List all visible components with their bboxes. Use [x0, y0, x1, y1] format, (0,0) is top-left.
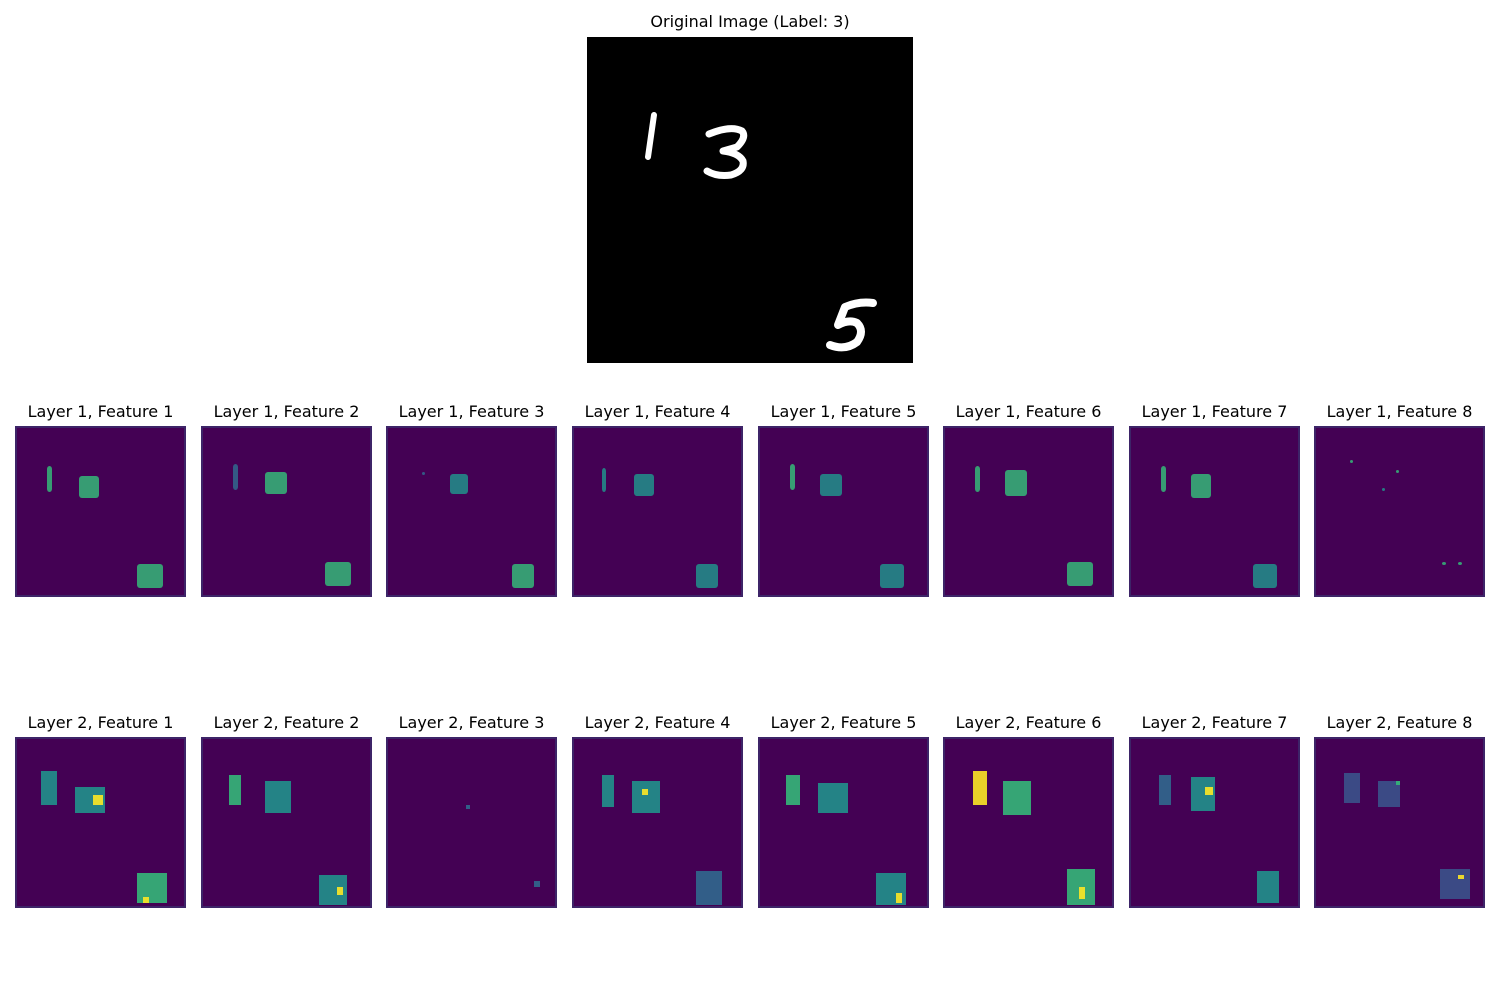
activation-patch	[512, 564, 534, 588]
feature-map-title: Layer 2, Feature 8	[1294, 713, 1500, 733]
feature-map-image	[943, 426, 1114, 597]
feature-map-title: Layer 1, Feature 4	[552, 402, 763, 422]
feature-map-image	[758, 426, 929, 597]
feature-map-title: Layer 1, Feature 5	[738, 402, 949, 422]
activation-patch	[880, 564, 904, 588]
activation-patch	[1382, 488, 1385, 491]
feature-map-image	[386, 737, 557, 908]
feature-map-title: Layer 2, Feature 6	[923, 713, 1134, 733]
activation-patch	[790, 464, 795, 490]
activation-patch	[820, 474, 842, 496]
activation-patch	[973, 771, 987, 805]
activation-patch	[450, 474, 468, 494]
feature-map-title: Layer 1, Feature 2	[181, 402, 392, 422]
feature-map-title: Layer 2, Feature 3	[366, 713, 577, 733]
feature-map-image	[1129, 737, 1300, 908]
activation-patch	[93, 795, 103, 805]
activation-patch	[337, 887, 343, 895]
activation-patch	[1159, 775, 1171, 805]
feature-map-title: Layer 1, Feature 6	[923, 402, 1134, 422]
activation-patch	[634, 474, 654, 496]
activation-patch	[1205, 787, 1213, 795]
feature-map-title: Layer 2, Feature 4	[552, 713, 763, 733]
feature-map-title: Layer 2, Feature 5	[738, 713, 949, 733]
feature-map-image	[572, 737, 743, 908]
original-image-title: Original Image (Label: 3)	[587, 12, 913, 32]
activation-patch	[1344, 773, 1360, 803]
activation-patch	[1079, 887, 1085, 899]
feature-map-title: Layer 1, Feature 1	[0, 402, 206, 422]
activation-patch	[1067, 562, 1093, 586]
activation-patch	[602, 468, 606, 492]
activation-patch	[143, 897, 149, 903]
feature-map-title: Layer 1, Feature 3	[366, 402, 577, 422]
activation-patch	[265, 472, 287, 494]
activation-patch	[1458, 875, 1464, 879]
feature-map-title: Layer 1, Feature 8	[1294, 402, 1500, 422]
feature-map-title: Layer 2, Feature 1	[0, 713, 206, 733]
activation-patch	[1191, 474, 1211, 498]
activation-patch	[47, 466, 52, 492]
original-image	[587, 37, 913, 363]
activation-patch	[325, 562, 351, 586]
feature-map-image	[1129, 426, 1300, 597]
activation-patch	[466, 805, 470, 809]
feature-map-image	[201, 737, 372, 908]
feature-map-image	[386, 426, 557, 597]
activation-patch	[229, 775, 241, 805]
activation-patch	[975, 466, 980, 492]
feature-map-image	[1314, 426, 1485, 597]
activation-patch	[602, 775, 614, 807]
original-image-panel: Original Image (Label: 3)	[587, 12, 913, 364]
activation-patch	[1396, 781, 1400, 785]
feature-map-image	[943, 737, 1114, 908]
feature-map-image	[1314, 737, 1485, 908]
activation-patch	[1458, 562, 1462, 565]
feature-map-title: Layer 2, Feature 2	[181, 713, 392, 733]
feature-map-title: Layer 2, Feature 7	[1109, 713, 1320, 733]
feature-map-title: Layer 1, Feature 7	[1109, 402, 1320, 422]
activation-patch	[1440, 869, 1470, 899]
activation-patch	[696, 564, 718, 588]
activation-patch	[137, 564, 163, 588]
activation-patch	[1005, 470, 1027, 496]
feature-map-image	[15, 737, 186, 908]
activation-patch	[534, 881, 540, 887]
feature-map-image	[758, 737, 929, 908]
activation-patch	[233, 464, 238, 490]
activation-patch	[137, 873, 167, 903]
activation-patch	[1396, 470, 1399, 473]
activation-patch	[1253, 564, 1277, 588]
activation-patch	[41, 771, 57, 805]
activation-patch	[1442, 562, 1446, 565]
feature-map-image	[572, 426, 743, 597]
activation-patch	[896, 893, 902, 903]
activation-patch	[786, 775, 800, 805]
activation-patch	[1003, 781, 1031, 815]
activation-patch	[642, 789, 648, 795]
activation-patch	[422, 472, 425, 475]
activation-patch	[1350, 460, 1353, 463]
activation-patch	[818, 783, 848, 813]
activation-patch	[696, 871, 722, 905]
feature-map-image	[201, 426, 372, 597]
activation-patch	[1161, 466, 1166, 492]
activation-patch	[1257, 871, 1279, 903]
activation-patch	[79, 476, 99, 498]
activation-patch	[265, 781, 291, 813]
feature-map-image	[15, 426, 186, 597]
activation-patch	[632, 781, 660, 813]
